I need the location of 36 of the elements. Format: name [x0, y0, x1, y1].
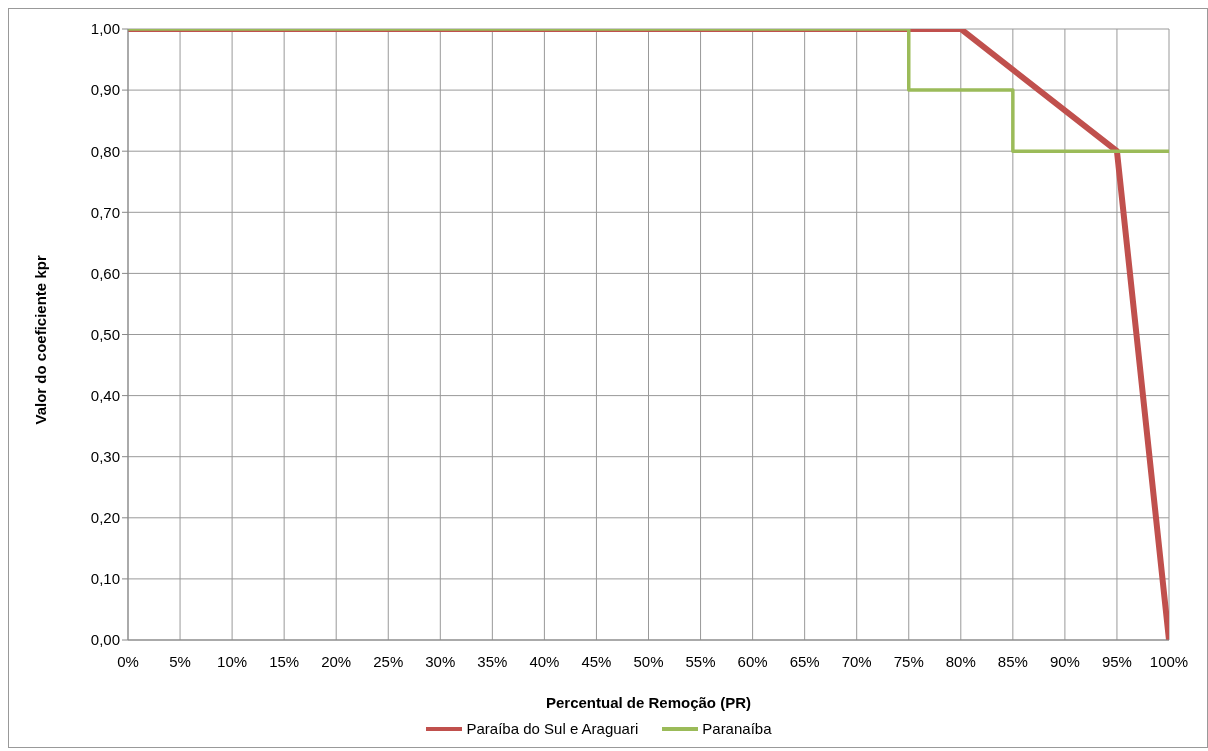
x-tick-label: 70% [841, 652, 872, 670]
x-axis-title: Percentual de Remoção (PR) [545, 694, 752, 711]
x-tick-label: 75% [893, 652, 924, 670]
x-tick-label: 45% [581, 652, 612, 670]
x-tick-label: 55% [685, 652, 716, 670]
x-tick-label: 40% [529, 652, 560, 670]
legend-label: Paranaíba [702, 720, 772, 737]
x-tick-label: 95% [1101, 652, 1132, 670]
y-tick-label: 0,90 [90, 81, 120, 99]
x-tick-label: 85% [997, 652, 1028, 670]
x-tick-label: 20% [321, 652, 352, 670]
x-tick-label: 35% [477, 652, 508, 670]
y-tick-label: 0,70 [90, 203, 120, 221]
x-tick-label: 15% [269, 652, 300, 670]
y-tick-label: 1,00 [90, 20, 120, 38]
x-tick-label: 90% [1049, 652, 1080, 670]
x-tick-label: 25% [373, 652, 404, 670]
x-tick-label: 100% [1149, 652, 1189, 670]
x-tick-label: 50% [633, 652, 664, 670]
y-tick-label: 0,20 [90, 509, 120, 527]
x-tick-label: 30% [425, 652, 456, 670]
legend-label: Paraíba do Sul e Araguari [466, 720, 639, 737]
x-tick-label: 5% [169, 652, 191, 670]
y-tick-label: 0,10 [90, 570, 120, 588]
y-tick-label: 0,60 [90, 264, 120, 282]
x-tick-label: 80% [945, 652, 976, 670]
y-tick-label: 0,30 [90, 448, 120, 466]
y-tick-label: 0,50 [90, 325, 120, 343]
x-tick-label: 0% [117, 652, 139, 670]
y-tick-label: 0,80 [90, 142, 120, 160]
y-tick-label: 0,40 [90, 386, 120, 404]
y-tick-label: 0,00 [90, 631, 120, 649]
x-tick-label: 65% [789, 652, 820, 670]
x-tick-label: 10% [217, 652, 248, 670]
x-tick-label: 60% [737, 652, 768, 670]
y-axis-title: Valor do coeficiente kpr [32, 255, 50, 425]
